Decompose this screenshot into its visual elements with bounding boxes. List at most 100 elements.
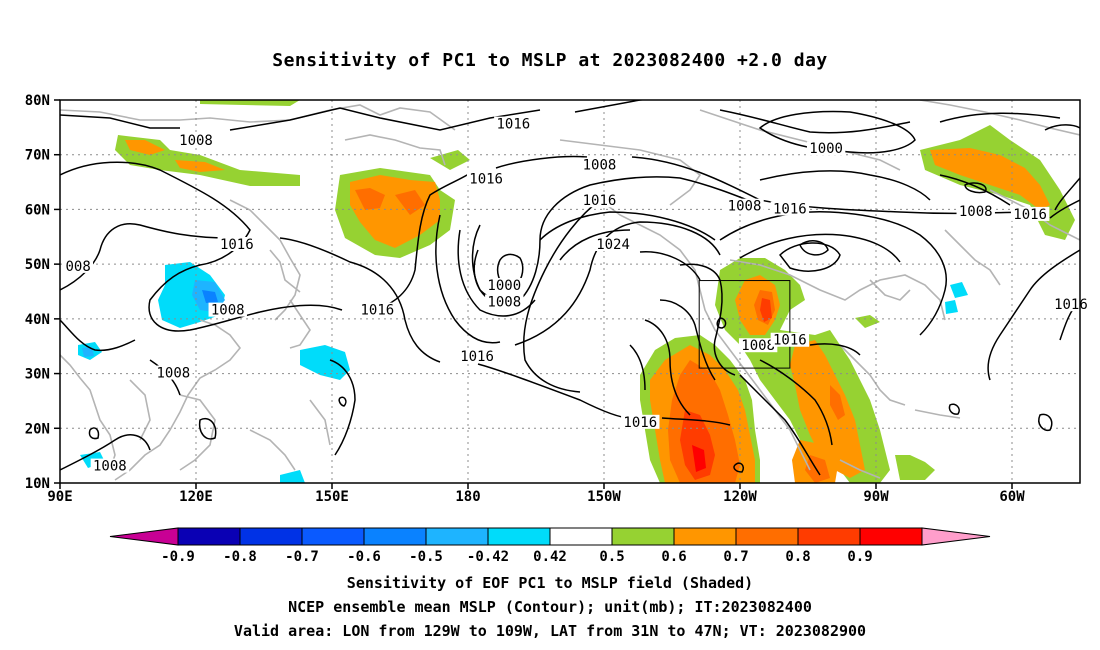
contour-label: 1000 xyxy=(809,141,843,157)
contour-label: 1016 xyxy=(583,193,617,209)
colorbar: -0.9 -0.8 -0.7 -0.6 -0.5 -0.42 0.42 0.5 0.6 0.7 0.… xyxy=(109,527,991,565)
contour-label: 1016 xyxy=(623,415,657,431)
colorbar-swatch xyxy=(673,527,737,546)
contour-label-bg xyxy=(1010,206,1050,221)
colorbar-min-triangle xyxy=(109,527,179,546)
contour-label: 1016 xyxy=(496,117,530,133)
contour-label-bg xyxy=(956,204,995,219)
colorbar-swatch xyxy=(549,527,613,546)
colorbar-swatch xyxy=(177,527,241,546)
lat-tick-label: 50N xyxy=(25,257,50,273)
contour-label: 1008 xyxy=(959,204,993,220)
lon-tick-label: 150W xyxy=(587,489,621,505)
colorbar-label: -0.6 xyxy=(347,549,381,565)
contour-label-bg xyxy=(580,193,619,208)
caption-line-2: NCEP ensemble mean MSLP (Contour); unit(… xyxy=(288,598,812,616)
contour-label-bg xyxy=(494,116,533,131)
lon-tick-label: 90E xyxy=(47,489,72,505)
lat-tick-label: 40N xyxy=(25,312,50,328)
latitude-axis: 80N 70N 60N 50N 40N 30N 20N 10N xyxy=(25,93,60,492)
contour-label-bg xyxy=(358,302,397,317)
contour-label: 1000 xyxy=(487,278,521,294)
contour-label-bg xyxy=(485,278,524,293)
contour-label-bg xyxy=(770,201,810,216)
contour-label: 1016 xyxy=(1013,207,1047,223)
contour-label: 1016 xyxy=(1054,297,1088,313)
colorbar-swatch xyxy=(797,527,861,546)
contour-label-bg xyxy=(806,141,846,156)
lon-tick-label: 120E xyxy=(179,489,213,505)
contour-label: 1008 xyxy=(179,133,213,149)
contour-label: 1008 xyxy=(728,199,762,215)
caption-line-1: Sensitivity of EOF PC1 to MSLP field (Sh… xyxy=(346,574,754,592)
map-title: Sensitivity of PC1 to MSLP at 2023082400… xyxy=(272,50,828,71)
graticule xyxy=(60,100,1080,483)
contour-label-bg xyxy=(621,414,660,429)
colorbar-swatch xyxy=(859,527,923,546)
caption-line-3: Valid area: LON from 129W to 109W, LAT f… xyxy=(233,622,867,640)
lon-tick-label: 180 xyxy=(455,489,480,505)
contour-label-bg xyxy=(770,332,810,347)
contour-label: 1016 xyxy=(360,303,394,319)
colorbar-max-triangle xyxy=(921,527,991,546)
contour-label: 1008 xyxy=(487,294,521,310)
colorbar-swatch xyxy=(425,527,489,546)
colorbar-swatch xyxy=(735,527,799,546)
colorbar-swatch xyxy=(363,527,427,546)
colorbar-label: -0.42 xyxy=(467,549,509,565)
contour-label: 1016 xyxy=(773,201,807,217)
contour-label-bg xyxy=(154,365,193,380)
contour-label-bg xyxy=(580,157,619,172)
colorbar-swatch xyxy=(487,527,551,546)
lat-tick-label: 80N xyxy=(25,93,50,109)
contour-label: 1008 xyxy=(93,459,127,475)
coastlines xyxy=(60,100,1080,481)
colorbar-label: 0.5 xyxy=(599,549,624,565)
colorbar-label: 0.8 xyxy=(785,549,810,565)
contour-label: 1016 xyxy=(220,237,254,253)
colorbar-swatch xyxy=(611,527,675,546)
colorbar-label: 0.9 xyxy=(847,549,872,565)
colorbar-label: -0.8 xyxy=(223,549,257,565)
contour-label: 1008 xyxy=(741,338,775,354)
contour-label-bg xyxy=(485,294,524,309)
validation-area-box xyxy=(698,280,791,369)
sensitivity-shading xyxy=(78,100,1075,483)
colorbar-label: 0.7 xyxy=(723,549,748,565)
contour-label-bg xyxy=(457,349,497,364)
lat-tick-label: 70N xyxy=(25,148,50,164)
lat-tick-label: 10N xyxy=(25,476,50,492)
lat-tick-label: 30N xyxy=(25,367,50,383)
contour-label-bg xyxy=(176,133,216,148)
contour-label: 1016 xyxy=(773,333,807,349)
colorbar-label: 0.6 xyxy=(661,549,686,565)
contour-label: 1008 xyxy=(156,366,190,382)
contour-label-bg xyxy=(593,236,633,251)
colorbar-swatch xyxy=(239,527,303,546)
contour-label: 1016 xyxy=(469,171,503,187)
lon-tick-label: 60W xyxy=(999,489,1025,505)
contour-label-bg xyxy=(217,236,256,251)
contour-label-bg xyxy=(90,458,130,473)
contour-label-bg xyxy=(63,258,94,273)
colorbar-swatch xyxy=(301,527,365,546)
contour-label-bg xyxy=(208,302,247,317)
contour-label-bg xyxy=(738,338,778,353)
colorbar-label: -0.7 xyxy=(285,549,319,565)
contour-label: 008 xyxy=(65,259,90,275)
contour-label: 1008 xyxy=(583,158,617,174)
colorbar-label: -0.5 xyxy=(409,549,443,565)
contour-label: 1016 xyxy=(460,349,494,365)
contour-label: 1008 xyxy=(211,303,245,319)
lat-tick-label: 20N xyxy=(25,421,50,437)
colorbar-label: 0.42 xyxy=(533,549,567,565)
contour-label-bg xyxy=(725,198,764,213)
contour-label: 1024 xyxy=(596,237,630,253)
colorbar-label: -0.9 xyxy=(161,549,195,565)
lon-tick-label: 150E xyxy=(315,489,349,505)
lat-tick-label: 60N xyxy=(25,202,50,218)
contour-label-bg xyxy=(466,171,506,186)
map-frame xyxy=(59,99,1081,484)
